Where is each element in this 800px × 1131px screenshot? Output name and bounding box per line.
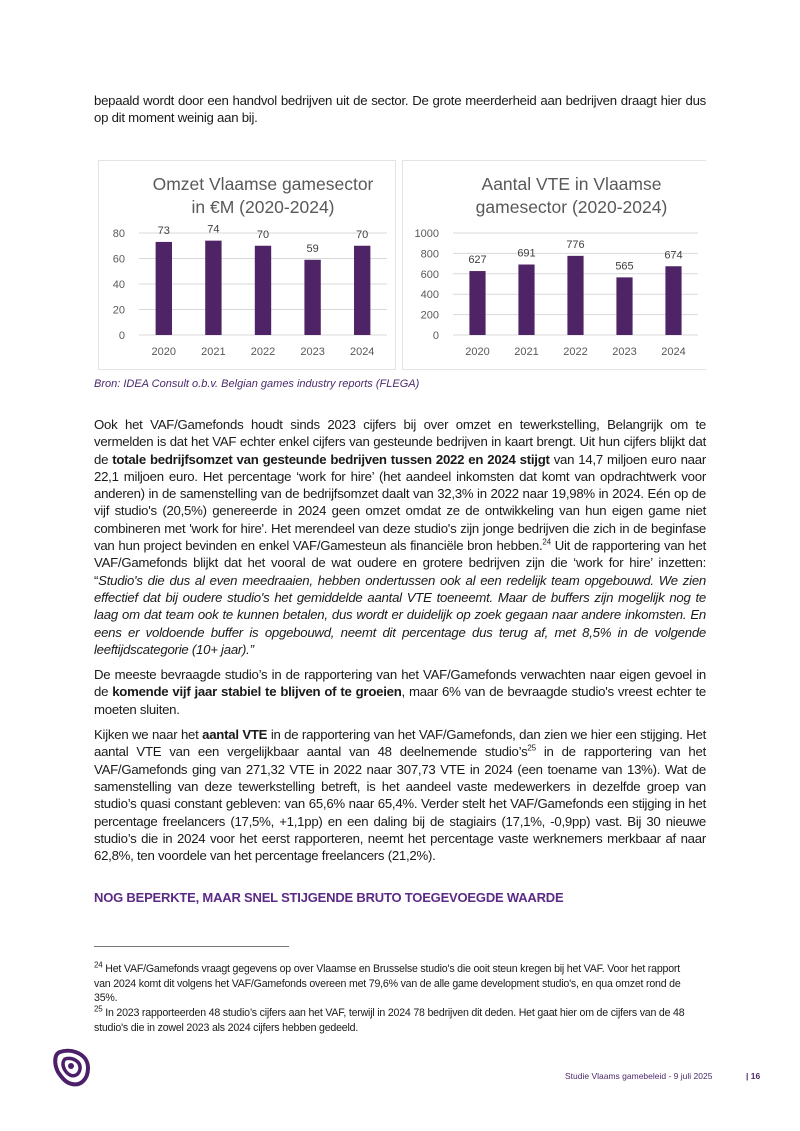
x-tick-label: 2020 bbox=[152, 346, 176, 358]
data-label-2021: 74 bbox=[207, 224, 219, 236]
y-tick-label: 60 bbox=[113, 254, 125, 266]
data-label-2024: 70 bbox=[356, 229, 368, 241]
data-label-2020: 627 bbox=[468, 254, 486, 266]
data-label-2021: 691 bbox=[517, 248, 535, 260]
paragraph-verwachtingen: De meeste bevraagde studio’s in de rappo… bbox=[94, 667, 706, 717]
bar-2024 bbox=[354, 245, 371, 335]
bar-2022 bbox=[254, 245, 272, 335]
bar-2024 bbox=[665, 266, 682, 335]
footnote-25: 25 In 2023 rapporteerden 48 studio’s cij… bbox=[94, 1004, 685, 1034]
footnote-ref-25[interactable]: 25 bbox=[527, 743, 536, 753]
x-tick-label: 2022 bbox=[563, 346, 587, 358]
y-tick-label: 20 bbox=[113, 305, 125, 317]
intro-paragraph: bepaald wordt door een handvol bedrijven… bbox=[94, 93, 706, 126]
y-tick-label: 400 bbox=[421, 289, 439, 301]
logo-icon bbox=[53, 1048, 91, 1087]
page-number: | 16 bbox=[746, 1071, 761, 1081]
x-tick-label: 2023 bbox=[612, 346, 636, 358]
data-label-2020: 73 bbox=[158, 225, 170, 237]
footnote-ref-24[interactable]: 24 bbox=[542, 537, 551, 547]
footer-title: Studie Vlaams gamebeleid - 9 juli 2025 bbox=[565, 1071, 713, 1081]
bar-2022 bbox=[567, 255, 584, 335]
y-tick-label: 800 bbox=[421, 248, 439, 260]
y-tick-label: 1000 bbox=[415, 228, 439, 240]
y-tick-label: 40 bbox=[113, 279, 125, 291]
y-tick-label: 200 bbox=[421, 310, 439, 322]
chart-title: Omzet Vlaamse gamesector bbox=[153, 174, 374, 194]
chart-omzet: Omzet Vlaamse gamesector in €M (2020-2024… bbox=[98, 160, 396, 370]
y-tick-label: 0 bbox=[119, 330, 125, 342]
chart-title: gamesector (2020-2024) bbox=[476, 197, 668, 217]
data-label-2024: 674 bbox=[664, 249, 682, 261]
footnote-24: 24 Het VAF/Gamefonds vraagt gegevens op … bbox=[94, 960, 681, 1005]
x-tick-label: 2021 bbox=[514, 346, 538, 358]
x-tick-label: 2024 bbox=[350, 346, 374, 358]
bar-2021 bbox=[205, 240, 222, 335]
footnote-divider bbox=[94, 946, 289, 947]
data-label-2022: 776 bbox=[566, 239, 584, 251]
x-tick-label: 2020 bbox=[465, 346, 489, 358]
y-tick-label: 0 bbox=[433, 330, 439, 342]
data-label-2023: 59 bbox=[306, 243, 318, 255]
data-label-2022: 70 bbox=[257, 229, 269, 241]
x-tick-label: 2021 bbox=[201, 346, 225, 358]
bar-2021 bbox=[518, 264, 535, 335]
y-tick-label: 600 bbox=[421, 269, 439, 281]
paragraph-vte: Kijken we naar het aantal VTE in de rapp… bbox=[94, 727, 706, 864]
x-tick-label: 2022 bbox=[251, 346, 275, 358]
chart-title: Aantal VTE in Vlaamse bbox=[482, 174, 662, 194]
section-heading: NOG BEPERKTE, MAAR SNEL STIJGENDE BRUTO … bbox=[94, 890, 564, 905]
chart-vte: Aantal VTE in Vlaamse gamesector (2020-20… bbox=[402, 160, 706, 370]
bar-2023 bbox=[304, 259, 321, 335]
y-tick-label: 80 bbox=[113, 228, 125, 240]
x-tick-label: 2024 bbox=[661, 346, 685, 358]
chart-vte-svg: Aantal VTE in Vlaamse gamesector (2020-20… bbox=[415, 174, 698, 358]
bar-2020 bbox=[469, 271, 486, 335]
paragraph-omzet: Ook het VAF/Gamefonds houdt sinds 2023 c… bbox=[94, 417, 706, 657]
footnotes: 24 Het VAF/Gamefonds vraagt gegevens op … bbox=[94, 960, 694, 1036]
body-text: Ook het VAF/Gamefonds houdt sinds 2023 c… bbox=[94, 416, 706, 872]
chart-omzet-svg: Omzet Vlaamse gamesector in €M (2020-2024… bbox=[113, 174, 387, 358]
x-tick-label: 2023 bbox=[300, 346, 324, 358]
bar-2023 bbox=[616, 277, 633, 335]
bar-2020 bbox=[155, 241, 172, 335]
data-label-2023: 565 bbox=[615, 260, 633, 272]
chart-title: in €M (2020-2024) bbox=[192, 197, 335, 217]
chart-source-caption: Bron: IDEA Consult o.b.v. Belgian games … bbox=[94, 378, 420, 390]
